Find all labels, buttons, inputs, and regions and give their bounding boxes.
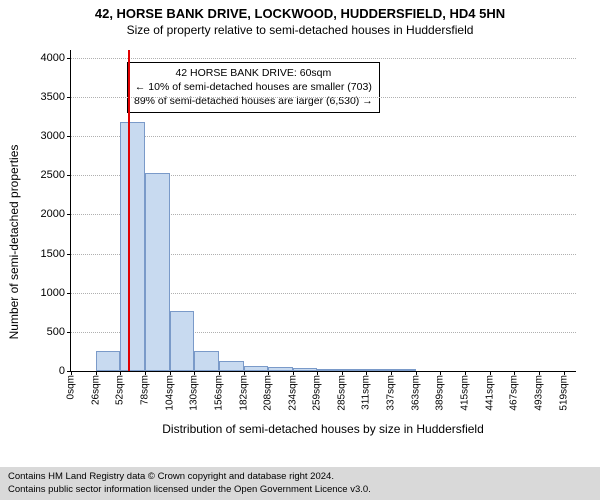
chart-container: Number of semi-detached properties 42 HO… (20, 44, 580, 440)
annotation-box: 42 HORSE BANK DRIVE: 60sqm ← 10% of semi… (127, 62, 380, 113)
x-tick-label: 26sqm (90, 371, 101, 405)
x-tick-label: 208sqm (263, 371, 274, 411)
footer-line1: Contains HM Land Registry data © Crown c… (8, 471, 592, 483)
gridline (71, 97, 576, 98)
attribution-footer: Contains HM Land Registry data © Crown c… (0, 467, 600, 500)
histogram-bar (194, 351, 219, 371)
x-tick-label: 415sqm (459, 371, 470, 411)
histogram-bar (96, 351, 121, 371)
x-tick-label: 182sqm (238, 371, 249, 411)
histogram-bar (219, 361, 244, 371)
x-tick-label: 104sqm (164, 371, 175, 411)
annotation-line2: ← 10% of semi-detached houses are smalle… (134, 80, 373, 94)
x-tick-label: 311sqm (361, 371, 372, 410)
y-tick-label: 2000 (41, 208, 71, 220)
histogram-bar (145, 173, 170, 371)
title-sub: Size of property relative to semi-detach… (0, 21, 600, 37)
gridline (71, 136, 576, 137)
y-tick-label: 4000 (41, 52, 71, 64)
gridline (71, 58, 576, 59)
y-tick-label: 1500 (41, 248, 71, 260)
annotation-line1: 42 HORSE BANK DRIVE: 60sqm (134, 66, 373, 80)
x-tick-label: 52sqm (115, 371, 126, 405)
x-tick-label: 259sqm (311, 371, 322, 411)
y-tick-label: 500 (47, 326, 71, 338)
x-tick-label: 363sqm (410, 371, 421, 411)
x-tick-label: 441sqm (484, 371, 495, 411)
x-tick-label: 337sqm (385, 371, 396, 411)
x-tick-label: 519sqm (558, 371, 569, 411)
x-tick-label: 0sqm (66, 371, 77, 399)
x-tick-label: 285sqm (336, 371, 347, 411)
title-main: 42, HORSE BANK DRIVE, LOCKWOOD, HUDDERSF… (0, 0, 600, 21)
footer-line2: Contains public sector information licen… (8, 484, 592, 496)
x-tick-label: 389sqm (435, 371, 446, 411)
y-tick-label: 2500 (41, 169, 71, 181)
y-tick-label: 3500 (41, 91, 71, 103)
y-axis-label: Number of semi-detached properties (7, 145, 21, 340)
histogram-bar (120, 122, 145, 371)
x-tick-label: 234sqm (288, 371, 299, 411)
x-tick-label: 78sqm (140, 371, 151, 405)
x-tick-label: 467sqm (509, 371, 520, 411)
x-tick-label: 493sqm (533, 371, 544, 411)
histogram-bar (170, 311, 195, 371)
y-tick-label: 3000 (41, 130, 71, 142)
y-tick-label: 1000 (41, 287, 71, 299)
x-tick-label: 130sqm (189, 371, 200, 411)
x-axis-label: Distribution of semi-detached houses by … (70, 422, 576, 436)
x-tick-label: 156sqm (214, 371, 225, 411)
plot-area: 42 HORSE BANK DRIVE: 60sqm ← 10% of semi… (70, 50, 576, 372)
property-marker-line (128, 50, 130, 371)
